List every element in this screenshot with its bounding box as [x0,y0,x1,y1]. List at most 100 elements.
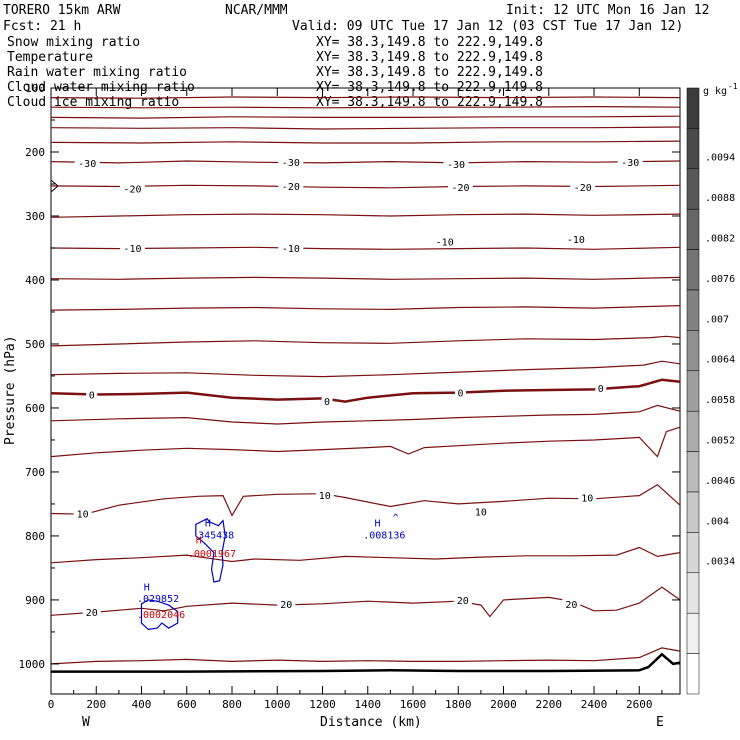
contour-label-bg [74,156,100,169]
field-legend: Snow mixing ratio XY= 38.3,149.8 to 222.… [7,35,543,110]
colorbar-tick-label: .0076 [705,274,735,285]
contour-label-bg [453,593,472,606]
cloud-water-upper [195,517,226,583]
extremum-label: H [144,582,150,593]
isotherm-line [50,378,681,403]
legend-xy: XY= 38.3,149.8 to 222.9,149.8 [316,50,543,65]
isotherm-line [50,335,681,347]
contour-label: -30 [621,158,639,169]
y-tick-label: 600 [25,402,45,415]
contour-label-bg [448,181,474,194]
contour-label: -10 [123,244,141,255]
colorbar-swatch [686,168,700,210]
isotherm-line [50,647,681,665]
extremum-label: H [205,518,211,529]
legend-xy: XY= 38.3,149.8 to 222.9,149.8 [316,35,543,50]
legend-label: Snow mixing ratio [7,35,140,50]
isotherm-line [50,126,681,130]
colorbar-tick-label: .0088 [705,193,735,204]
colorbar: .0094 .0088 .0082 .0076 .007 .0064 .0058 .0052.… [686,87,735,695]
contour-label-bg [432,235,458,248]
x-tick-label: 1400 [355,698,382,711]
x-tick-label: 1000 [264,698,291,711]
isotherm-line [50,246,681,250]
contour-label: -30 [282,158,300,169]
y-tick-label: 800 [25,530,45,543]
contour-label-bg [119,241,145,254]
contour-label-bg [563,233,589,246]
y-tick-label: 100 [25,82,45,95]
extremum-label: .0002046 [137,610,185,621]
east-end-label: E [656,715,664,730]
x-tick-label: 600 [177,698,197,711]
contour-label-bg [278,241,304,254]
contour-label: -10 [282,244,300,255]
plot-area: -30 -30 -30 -30 -20 -20 -20 -20 -10 -10 -10 -10 0 0 0 0… [19,82,681,711]
org-label: NCAR/MMM [225,3,288,18]
isotherm-line [50,546,681,564]
valid-time: Valid: 09 UTC Tue 17 Jan 12 (03 CST Tue … [292,19,683,34]
contour-label-bg [277,597,296,610]
isotherm-line [50,360,681,378]
y-axis-title: Pressure (hPa) [3,335,18,445]
contour-label-bg [321,394,333,407]
colorbar-swatch [686,370,700,412]
contour-label: -10 [567,235,585,246]
x-tick-label: 1800 [445,698,472,711]
isotherm-line [50,184,681,189]
contour-label-bg [73,507,92,520]
contour-label-bg [278,156,304,169]
colorbar-swatch [686,451,700,493]
colorbar-tick-label: .0034 [705,557,735,568]
colorbar-tick-label: .0052 [705,436,735,447]
isotherm-line [50,404,681,425]
contour-label: 10 [319,491,331,502]
extremum-label: .0001967 [188,549,236,560]
x-tick-label: 200 [86,698,106,711]
colorbar-tick-label: .0094 [705,153,735,164]
colorbar-tick-label: .0046 [705,476,735,487]
x-tick-label: 400 [132,698,152,711]
west-end-label: W [82,715,90,730]
colorbar-tick-label: .007 [705,314,729,325]
x-tick-label: 800 [222,698,242,711]
colorbar-swatch [686,87,700,129]
contour-label: 0 [458,389,464,400]
y-tick-label: 400 [25,274,45,287]
colorbar-units-exponent: -1 [728,82,738,91]
y-tick-label: 900 [25,594,45,607]
contour-label: 0 [324,397,330,408]
init-time: Init: 12 UTC Mon 16 Jan 12 [506,3,710,18]
contour-label-bg [578,491,597,504]
contour-label: 20 [565,600,577,611]
contour-label: -20 [451,183,469,194]
colorbar-swatch [686,330,700,372]
model-title: TORERO 15km ARW [3,3,121,18]
contour-label: -30 [78,159,96,170]
x-tick-label: 2000 [490,698,517,711]
contour-label: 10 [475,508,487,519]
x-axis-title: Distance (km) [320,715,422,730]
extremum-label: .029852 [137,594,179,605]
cloud-water-lower [140,599,179,631]
extremum-label: H [196,536,202,547]
contour-label-bg [471,505,490,518]
isotherm-line [50,115,681,119]
colorbar-swatch [686,128,700,170]
contour-label: -20 [574,183,592,194]
extremum-label: H [375,518,381,529]
isotherm-line [50,426,681,458]
x-tick-label: 1200 [309,698,336,711]
x-tick-label: 0 [48,698,55,711]
legend-xy: XY= 38.3,149.8 to 222.9,149.8 [316,65,543,80]
colorbar-swatch [686,532,700,574]
y-tick-label: 1000 [19,658,46,671]
isotherm-line [50,140,681,144]
x-tick-label: 2200 [536,698,563,711]
isotherm-line [50,96,681,99]
contour-label-bg [455,386,467,399]
section-start-marker [50,179,59,193]
colorbar-tick-label: .0058 [705,395,735,406]
colorbar-swatch [686,572,700,614]
